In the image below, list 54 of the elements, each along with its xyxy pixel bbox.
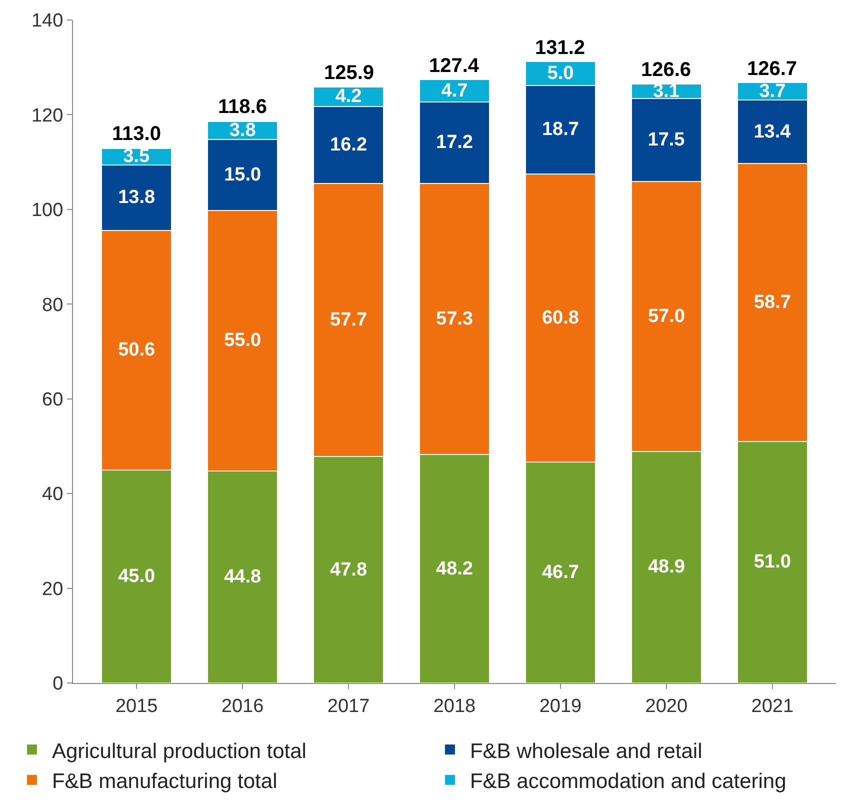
legend-label: Agricultural production total: [52, 740, 306, 763]
total-label: 126.6: [641, 59, 692, 81]
data-label: 45.0: [118, 566, 156, 587]
legend-label: F&B accommodation and catering: [470, 770, 786, 794]
data-label: 50.6: [118, 340, 156, 361]
data-label: 5.0: [547, 63, 574, 84]
x-tick-label: 2020: [645, 696, 688, 717]
total-label: 126.7: [747, 58, 798, 80]
data-label: 17.5: [648, 130, 686, 151]
data-label: 3.1: [653, 80, 680, 102]
data-label: 57.0: [648, 306, 685, 327]
data-label: 13.8: [118, 187, 156, 208]
data-label: 16.2: [330, 134, 368, 156]
y-tick-label: 80: [42, 294, 64, 316]
data-label: 3.8: [229, 120, 256, 141]
y-tick-label: 60: [42, 390, 64, 411]
data-label: 48.9: [648, 556, 685, 578]
y-tick-label: 140: [31, 10, 64, 32]
data-label: 46.7: [542, 562, 579, 583]
x-tick-label: 2018: [433, 696, 476, 717]
y-tick-label: 120: [31, 105, 64, 126]
x-tick-label: 2015: [115, 696, 158, 717]
data-label: 3.7: [759, 80, 786, 102]
data-label: 60.8: [542, 307, 579, 328]
x-tick-label: 2019: [539, 696, 582, 717]
y-tick-label: 100: [31, 200, 64, 222]
data-label: 44.8: [224, 566, 262, 588]
y-tick-label: 40: [42, 484, 64, 506]
total-label: 118.6: [218, 96, 267, 118]
total-label: 113.0: [112, 123, 161, 145]
legend-label: F&B wholesale and retail: [470, 740, 702, 763]
total-label: 131.2: [535, 37, 586, 59]
y-tick-label: 0: [52, 674, 64, 695]
data-label: 15.0: [224, 164, 262, 186]
data-label: 58.7: [754, 292, 791, 313]
data-label: 4.7: [441, 80, 468, 102]
data-label: 55.0: [224, 330, 262, 352]
total-label: 127.4: [429, 55, 480, 77]
data-label: 57.7: [330, 310, 368, 331]
data-label: 18.7: [542, 119, 579, 140]
data-label: 51.0: [754, 552, 791, 573]
data-label: 3.5: [123, 146, 150, 168]
x-tick-label: 2016: [221, 696, 264, 717]
legend-label: F&B manufacturing total: [52, 770, 278, 794]
data-label: 13.4: [754, 121, 792, 142]
data-label: 48.2: [436, 558, 473, 580]
data-label: 4.2: [335, 86, 362, 108]
data-label: 47.8: [330, 559, 368, 580]
x-tick-label: 2017: [327, 696, 370, 717]
x-tick-label: 2021: [751, 696, 794, 717]
y-tick-label: 20: [42, 578, 64, 600]
total-label: 125.9: [324, 62, 374, 84]
data-label: 17.2: [436, 132, 473, 154]
data-label: 57.3: [436, 308, 473, 330]
